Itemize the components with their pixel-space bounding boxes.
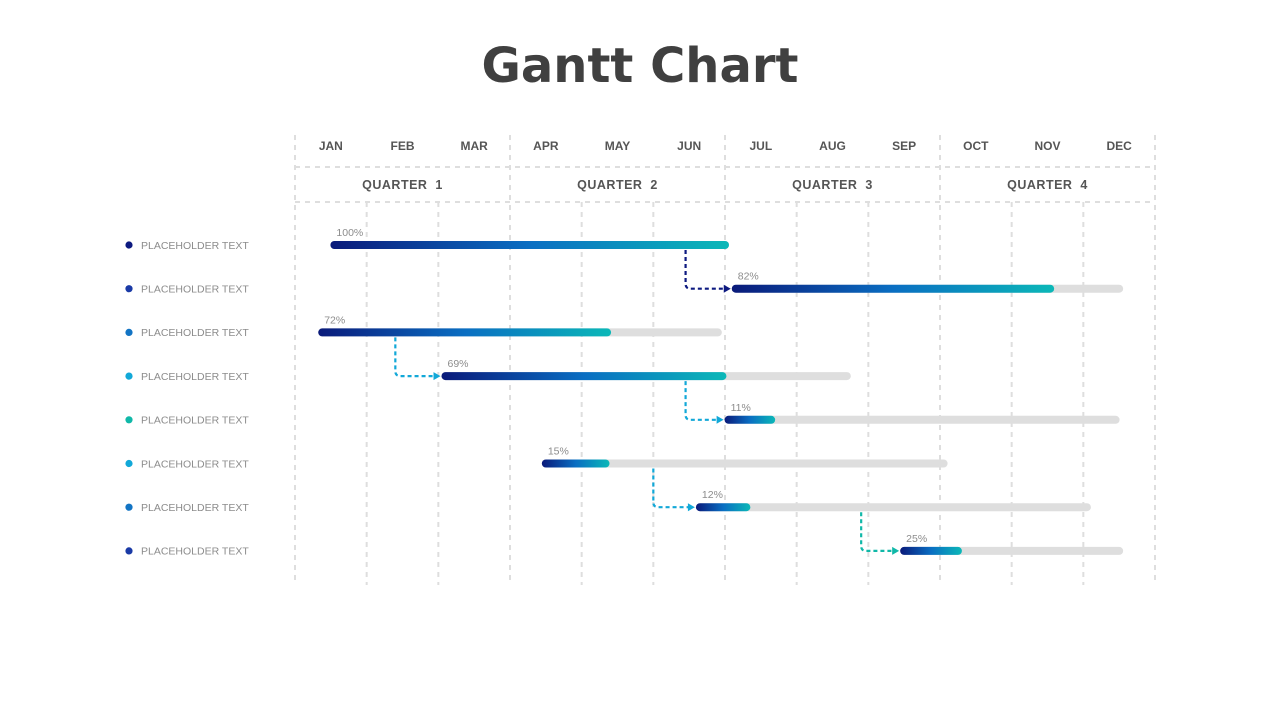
row-bullet-dot (125, 547, 133, 555)
month-label-dec: DEC (1106, 139, 1132, 153)
task-progress-label: 72% (324, 314, 345, 326)
row-label: PLACEHOLDER TEXT (141, 502, 249, 514)
month-label-jun: JUN (677, 139, 701, 153)
dependency-connector (652, 468, 689, 509)
dependency-arrow-1 (684, 250, 731, 293)
task-progress-label: 12% (702, 489, 723, 501)
arrowhead-icon (723, 284, 731, 293)
row-bullet-dot (125, 503, 133, 511)
task-progress-bar (318, 328, 612, 337)
dependency-connector (684, 381, 718, 421)
row-bullet-dot (125, 459, 133, 468)
task-row-2: PLACEHOLDER TEXT 82% (125, 271, 1124, 296)
month-label-nov: NOV (1034, 139, 1060, 153)
task-progress-bar (330, 241, 729, 249)
task-progress-bar (724, 415, 776, 424)
row-label: PLACEHOLDER TEXT (141, 327, 249, 339)
dependency-connector (684, 250, 725, 290)
task-row-4: PLACEHOLDER TEXT 69% (125, 358, 851, 383)
task-progress-label: 82% (738, 271, 759, 283)
dependency-connector (860, 512, 894, 552)
quarter-label-1: QUARTER 1 (362, 178, 443, 192)
page-title: Gantt Chart (481, 38, 799, 94)
row-label: PLACEHOLDER TEXT (141, 546, 249, 558)
task-progress-label: 11% (731, 402, 751, 414)
month-label-aug: AUG (819, 139, 846, 153)
month-label-apr: APR (533, 139, 559, 153)
row-label: PLACEHOLDER TEXT (141, 415, 249, 427)
arrowhead-icon (687, 503, 695, 512)
month-label-jul: JUL (749, 139, 772, 153)
row-label: PLACEHOLDER TEXT (141, 284, 249, 296)
row-bullet-dot (125, 328, 133, 336)
row-label: PLACEHOLDER TEXT (141, 240, 249, 252)
grid-layer (294, 135, 1156, 585)
row-bullet-dot (125, 372, 133, 380)
task-progress-label: 100% (336, 227, 363, 239)
task-row-5: PLACEHOLDER TEXT 11% (125, 402, 1120, 427)
month-label-jan: JAN (319, 139, 343, 153)
row-label: PLACEHOLDER TEXT (141, 371, 249, 383)
task-row-1: PLACEHOLDER TEXT 100% (125, 227, 729, 252)
timeline-header: JAN FEB MAR APR MAY JUN JUL AUG SEP OCT NOV DEC QUAR… (319, 139, 1132, 192)
dependency-arrow-4 (652, 468, 695, 512)
task-progress-bar (900, 546, 962, 555)
task-progress-bar (541, 459, 610, 468)
month-label-sep: SEP (892, 139, 916, 153)
task-row-7: PLACEHOLDER TEXT 12% (125, 489, 1091, 514)
arrowhead-icon (716, 415, 724, 424)
row-bullet-dot (125, 285, 133, 293)
month-label-may: MAY (605, 139, 631, 153)
row-label: PLACEHOLDER TEXT (141, 458, 249, 470)
month-label-feb: FEB (391, 139, 415, 153)
arrowhead-icon (892, 546, 900, 555)
quarter-label-4: QUARTER 4 (1007, 178, 1088, 192)
task-progress-label: 69% (448, 358, 469, 370)
task-progress-bar (441, 372, 727, 381)
task-progress-label: 25% (906, 533, 927, 545)
dependency-connector (394, 337, 435, 378)
task-progress-bar (731, 284, 1055, 293)
row-bullet-dot (125, 416, 133, 424)
arrowhead-icon (433, 372, 441, 381)
dependency-arrow-2 (394, 337, 441, 381)
dependency-arrow-5 (860, 512, 900, 555)
month-label-oct: OCT (963, 139, 989, 153)
task-progress-label: 15% (548, 446, 569, 458)
month-label-mar: MAR (461, 139, 489, 153)
dependency-arrows (394, 250, 900, 555)
task-row-3: PLACEHOLDER TEXT 72% (125, 314, 722, 339)
task-row-6: PLACEHOLDER TEXT 15% (125, 446, 948, 470)
row-bullet-dot (125, 241, 133, 249)
dependency-arrow-3 (684, 381, 724, 424)
task-progress-bar (695, 503, 751, 512)
task-row-8: PLACEHOLDER TEXT 25% (125, 533, 1124, 558)
quarter-label-2: QUARTER 2 (577, 178, 658, 192)
quarter-label-3: QUARTER 3 (792, 178, 873, 192)
